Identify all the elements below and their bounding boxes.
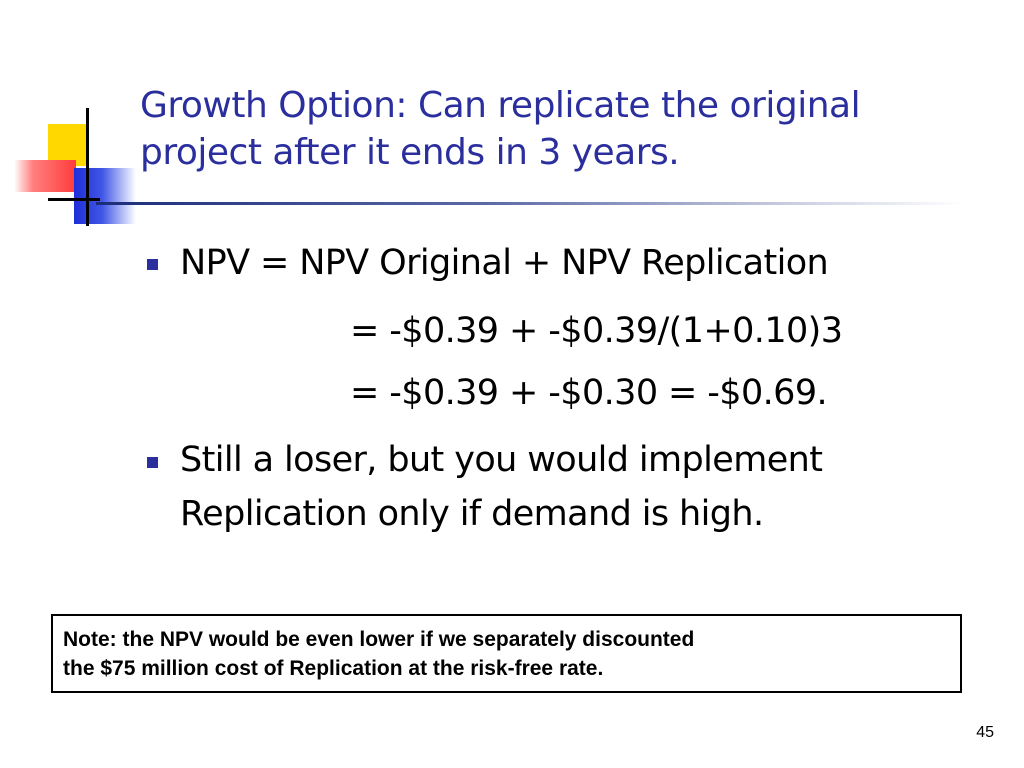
logo-vertical-line — [86, 108, 89, 226]
page-number: 45 — [976, 724, 994, 741]
bullet-line: = -$0.39 + -$0.39/(1+0.10)3 — [350, 311, 843, 351]
slide-title: Growth Option: Can replicate the origina… — [140, 82, 1000, 176]
logo-yellow-square — [48, 124, 88, 166]
square-bullet-icon — [147, 457, 158, 468]
bullet-line: Replication only if demand is high. — [180, 494, 764, 534]
note-box: Note: the NPV would be even lower if we … — [51, 614, 962, 693]
logo-red-square — [14, 160, 76, 192]
bullet-line: = -$0.39 + -$0.30 = -$0.69. — [350, 373, 828, 413]
title-line-2: project after it ends in 3 years. — [140, 132, 680, 173]
square-bullet-icon — [147, 259, 158, 270]
note-line-2: the $75 million cost of Replication at t… — [63, 657, 604, 680]
logo-blue-square — [74, 168, 136, 224]
note-text: Note: the NPV would be even lower if we … — [63, 625, 953, 683]
title-divider — [96, 202, 964, 205]
note-line-1: Note: the NPV would be even lower if we … — [63, 628, 695, 651]
logo-horizontal-line — [48, 198, 100, 201]
bullet-line: NPV = NPV Original + NPV Replication — [180, 243, 829, 283]
bullet-line: Still a loser, but you would implement — [180, 440, 823, 480]
title-line-1: Growth Option: Can replicate the origina… — [140, 85, 861, 126]
